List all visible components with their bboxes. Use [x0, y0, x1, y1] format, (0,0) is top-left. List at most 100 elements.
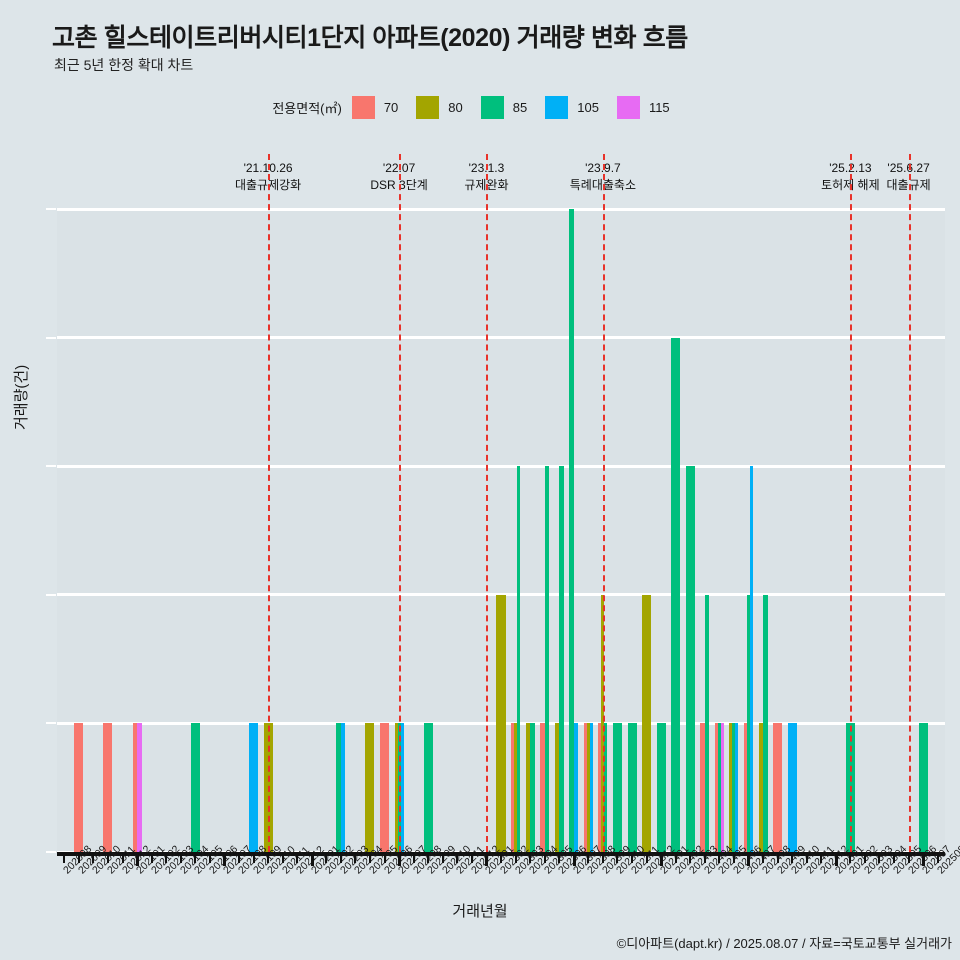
bar-segment-70 — [511, 723, 515, 852]
x-tick-mark — [834, 852, 838, 866]
bar-202209[interactable] — [423, 723, 433, 852]
legend-item-70[interactable]: 70 — [351, 96, 412, 119]
x-tick-mark — [601, 852, 604, 863]
legend-label: 80 — [448, 100, 463, 115]
bar-202410[interactable] — [787, 723, 797, 852]
page-subtitle: 최근 5년 한정 확대 차트 — [54, 57, 194, 73]
bar-202502[interactable] — [845, 723, 855, 852]
bar-202109[interactable] — [249, 723, 259, 852]
bar-segment-85 — [918, 723, 928, 852]
bar-segment-85 — [685, 466, 695, 852]
bar-202306[interactable] — [554, 466, 564, 852]
bar-segment-105 — [249, 723, 259, 852]
y-tick-mark — [46, 336, 56, 339]
bar-202405[interactable] — [714, 723, 724, 852]
x-tick-mark — [325, 852, 328, 863]
x-tick-mark — [791, 852, 794, 863]
bar-segment-85 — [336, 723, 341, 852]
x-tick-mark — [878, 852, 881, 863]
bar-segment-85 — [190, 723, 200, 852]
bar-202203[interactable] — [336, 723, 346, 852]
bar-202408[interactable] — [758, 594, 768, 852]
bar-202302[interactable] — [496, 594, 506, 852]
legend-item-115[interactable]: 115 — [616, 96, 684, 119]
bar-202310[interactable] — [612, 723, 622, 852]
bar-202009[interactable] — [74, 723, 84, 852]
x-tick-mark — [500, 852, 502, 863]
bar-202308[interactable] — [583, 723, 593, 852]
bar-202404[interactable] — [700, 594, 710, 852]
bar-202507[interactable] — [918, 723, 928, 852]
x-tick-mark — [689, 852, 692, 863]
legend-label: 105 — [577, 100, 599, 115]
x-tick-mark — [296, 852, 299, 863]
bar-202011[interactable] — [103, 723, 113, 852]
bar-segment-70 — [700, 723, 705, 852]
bar-202304[interactable] — [525, 723, 535, 852]
bar-segment-70 — [773, 723, 783, 852]
bar-segment-85 — [627, 723, 637, 852]
legend-label: 70 — [383, 100, 399, 115]
legend-item-85[interactable]: 85 — [480, 96, 541, 119]
x-tick-mark — [150, 852, 153, 863]
bar-segment-115 — [137, 723, 142, 852]
bar-202403[interactable] — [685, 466, 695, 852]
x-tick-mark — [77, 852, 80, 863]
x-tick-mark — [281, 852, 284, 863]
x-tick-mark — [849, 852, 852, 863]
event-line-202309 — [602, 154, 605, 852]
bar-202105[interactable] — [190, 723, 200, 852]
bar-202406[interactable] — [729, 723, 739, 852]
y-tick-mark — [46, 208, 56, 210]
bar-202409[interactable] — [773, 723, 783, 852]
x-tick-mark — [922, 852, 926, 866]
legend-label: 115 — [648, 100, 670, 115]
bar-202309[interactable] — [598, 594, 608, 852]
legend-items: 70 80 85 105 115 — [351, 96, 688, 119]
x-tick-mark — [179, 852, 182, 863]
legend-title: 전용면적(㎡) — [272, 101, 342, 116]
x-tick-mark — [456, 852, 459, 863]
bar-202312[interactable] — [642, 594, 652, 852]
bar-202205[interactable] — [365, 723, 375, 852]
bar-segment-70 — [132, 723, 138, 852]
bar-segment-85 — [544, 466, 550, 852]
bar-202110[interactable] — [263, 723, 273, 852]
bar-segment-80 — [729, 723, 733, 852]
bar-202206[interactable] — [380, 723, 390, 852]
bar-202407[interactable] — [743, 466, 753, 852]
bar-segment-105 — [589, 723, 593, 852]
bar-segment-105 — [735, 723, 739, 852]
bar-202402[interactable] — [671, 337, 681, 852]
bar-202101[interactable] — [132, 723, 142, 852]
bar-segment-80 — [601, 594, 605, 852]
y-tick-mark — [46, 465, 56, 468]
bar-202401[interactable] — [656, 723, 666, 852]
event-date: '22.07 — [382, 161, 416, 175]
x-tick-mark — [529, 852, 532, 863]
bar-segment-85 — [704, 594, 710, 852]
x-tick-mark — [820, 852, 823, 863]
page-title: 고촌 힐스테이트리버시티1단지 아파트(2020) 거래량 변화 흐름 — [52, 24, 688, 52]
x-tick-mark — [252, 852, 255, 863]
bar-202305[interactable] — [540, 466, 550, 852]
y-tick-mark — [46, 851, 56, 853]
x-tick-mark — [703, 852, 706, 863]
bar-segment-70 — [74, 723, 84, 852]
x-tick-mark — [558, 852, 561, 863]
bar-202307[interactable] — [569, 209, 579, 852]
legend-item-80[interactable]: 80 — [416, 96, 476, 119]
x-tick-mark — [776, 852, 779, 863]
bar-202207[interactable] — [394, 723, 404, 852]
bar-segment-115 — [720, 723, 724, 852]
legend-item-105[interactable]: 105 — [545, 96, 613, 119]
x-tick-mark — [543, 852, 546, 863]
bar-segment-105 — [573, 723, 579, 852]
bar-segment-85 — [569, 209, 574, 852]
x-tick-mark — [441, 852, 444, 863]
bar-segment-85 — [559, 466, 564, 852]
bar-202303[interactable] — [511, 466, 521, 852]
x-tick-mark — [398, 852, 402, 866]
x-tick-mark — [893, 852, 896, 863]
bar-202311[interactable] — [627, 723, 637, 852]
